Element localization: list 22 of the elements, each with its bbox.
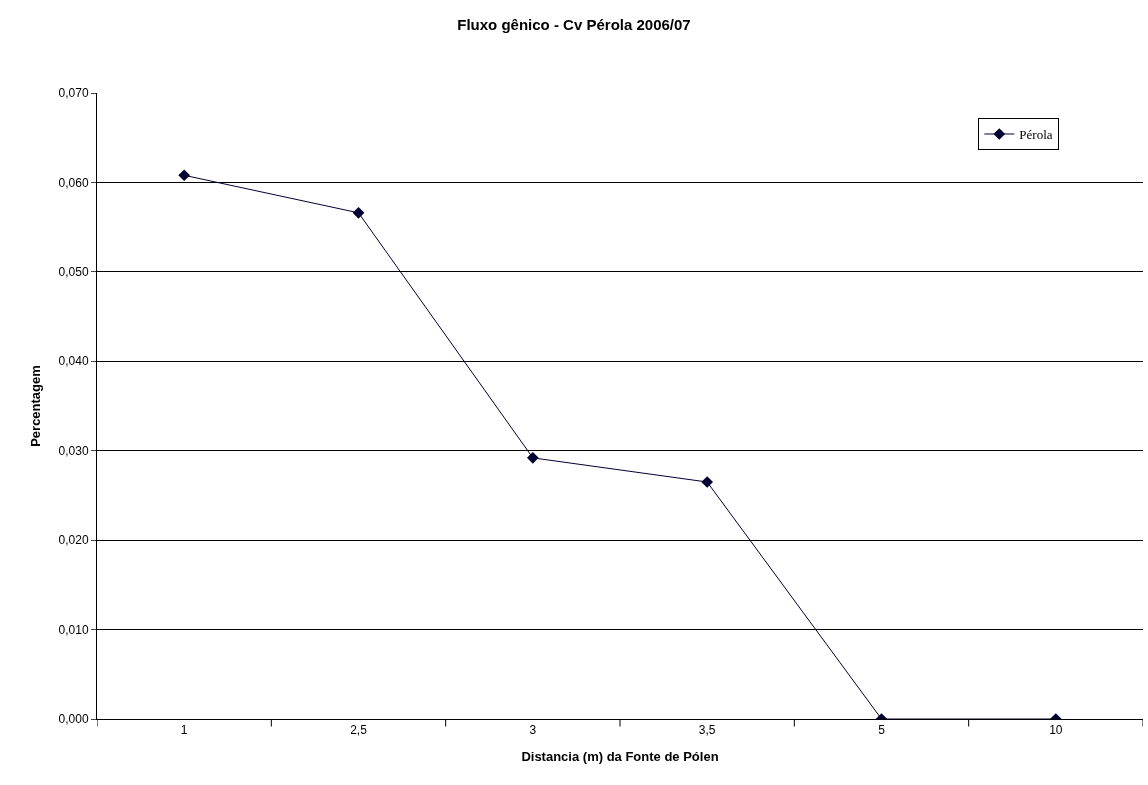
point [178, 169, 191, 182]
x-tick-label: 2,5 [350, 723, 368, 738]
y-tick-label: 0,030 [58, 443, 89, 458]
y-tick-label: 0,060 [58, 175, 89, 190]
y-tick-label: 0,010 [58, 622, 89, 637]
y-tick-label: 0,040 [58, 354, 89, 369]
legend-label: Pérola [1019, 127, 1053, 143]
x-tick-label: 3,5 [698, 723, 716, 738]
point [526, 452, 539, 464]
y-tick-label: 0,070 [58, 86, 89, 101]
x-tick-label: 3 [529, 723, 537, 738]
y-tick-label: 0,020 [58, 533, 89, 548]
point [701, 476, 714, 488]
x-axis-title: Distancia (m) da Fonte de Pólen [521, 749, 719, 764]
y-tick-label: 0,000 [58, 712, 89, 727]
chart-title: Fluxo gênico - Cv Pérola 2006/07 [457, 16, 691, 34]
x-tick-label: 5 [878, 723, 886, 738]
point [352, 206, 365, 219]
x-tick-label: 1 [180, 723, 188, 738]
x-tick-label: 10 [1049, 723, 1063, 738]
y-axis-title: Percentagem [27, 365, 43, 447]
y-tick-label: 0,050 [58, 265, 89, 280]
